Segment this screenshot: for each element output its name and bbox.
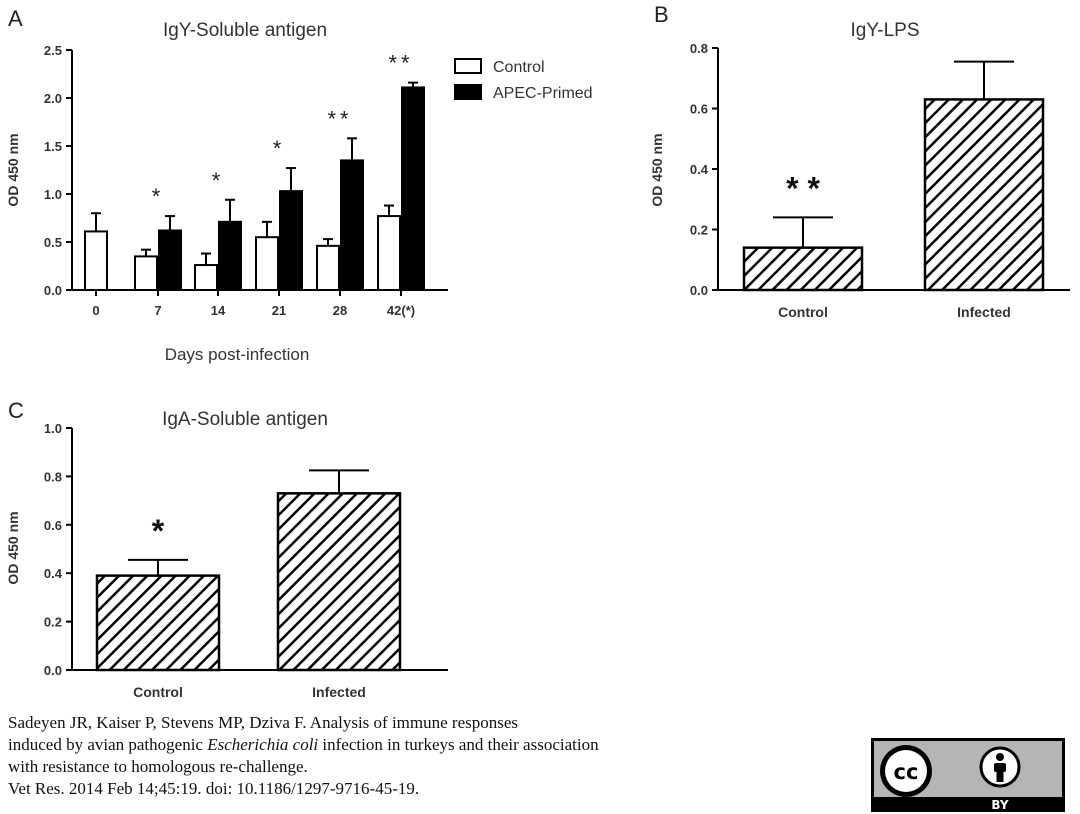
citation-species: Escherichia coli [207, 735, 319, 754]
by-label: BY [991, 798, 1008, 812]
hatched-bar [923, 98, 1045, 292]
y-axis-label: OD 450 nm [649, 133, 665, 206]
hatched-bar [276, 492, 402, 672]
y-axis-label: OD 450 nm [5, 133, 21, 206]
legend-label-control: Control [493, 59, 545, 76]
x-axis-label: Days post-infection [165, 345, 310, 364]
y-tick-label: 2.5 [44, 43, 62, 58]
hatched-bar [95, 574, 221, 672]
y-tick-label: 0.0 [44, 663, 62, 678]
citation-line-4: Vet Res. 2014 Feb 14;45:19. doi: 10.1186… [8, 779, 420, 798]
y-tick-label: 0.2 [44, 615, 62, 630]
figure: A IgY-Soluble antigen OD 450 nm 0.0 0.5 1.0 1.… [5, 2, 1070, 700]
x-tick-label: 21 [272, 303, 286, 318]
hatched-bar [742, 246, 864, 292]
y-tick-label: 0.6 [690, 102, 708, 117]
citation-line-2-start: induced by avian pathogenic [8, 735, 208, 754]
y-axis-label: OD 450 nm [5, 511, 21, 584]
significance-marker: ** [327, 106, 352, 131]
chart-title: IgA-Soluble antigen [162, 409, 328, 430]
primed-bar [340, 159, 364, 291]
primed-bar [401, 86, 425, 291]
y-tick-label: 1.5 [44, 139, 62, 154]
citation-line-2-end: infection in turkeys and their associati… [318, 735, 599, 754]
significance-marker: * [152, 513, 165, 549]
y-tick-label: 1.0 [44, 421, 62, 436]
creative-commons-icon: cc [880, 745, 932, 797]
x-tick-label: Control [778, 304, 828, 320]
y-tick-label: 0.2 [690, 223, 708, 238]
citation-line-2: induced by avian pathogenic Escherichia … [8, 734, 868, 756]
control-bar [255, 236, 279, 291]
panel-a: A IgY-Soluble antigen OD 450 nm 0.0 0.5 1.0 1.… [5, 6, 593, 364]
x-tick-label: 42(*) [387, 303, 415, 318]
control-bar [377, 215, 401, 291]
y-tick-label: 1.0 [44, 187, 62, 202]
cc-label: cc [894, 760, 919, 784]
citation-line-1: Sadeyen JR, Kaiser P, Stevens MP, Dziva … [8, 713, 519, 732]
y-tick-label: 0.6 [44, 518, 62, 533]
x-tick-label: 7 [154, 303, 161, 318]
panel-c: C IgA-Soluble antigen OD 450 nm 0.0 0.2 0.4 0.… [5, 398, 448, 700]
panel-b: B IgY-LPS OD 450 nm 0.0 0.2 0.4 0.6 0.8 Control *… [649, 2, 1070, 320]
primed-bar [279, 190, 303, 291]
y-tick-label: 0.0 [44, 283, 62, 298]
control-bar [84, 230, 108, 292]
primed-bar [158, 229, 182, 291]
citation-line-3: with resistance to homologous re-challen… [8, 757, 308, 776]
primed-bar [218, 220, 242, 291]
panel-letter: A [8, 6, 23, 31]
panel-letter: B [654, 2, 669, 27]
control-bar [316, 244, 340, 291]
significance-marker: * [212, 168, 225, 193]
significance-marker: ** [388, 51, 413, 76]
x-tick-label: Control [133, 684, 183, 700]
chart-title: IgY-Soluble antigen [163, 20, 327, 41]
cc-by-license-badge: cc BY [871, 738, 1065, 812]
x-tick-label: 28 [333, 303, 347, 318]
control-bar [194, 264, 218, 292]
control-bar [134, 255, 158, 291]
y-tick-label: 0.4 [690, 162, 709, 177]
y-tick-label: 0.8 [690, 41, 708, 56]
y-tick-label: 0.8 [44, 469, 62, 484]
legend: Control APEC-Primed [454, 58, 593, 102]
y-tick-label: 2.0 [44, 91, 62, 106]
x-tick-label: Infected [312, 684, 366, 700]
citation: Sadeyen JR, Kaiser P, Stevens MP, Dziva … [8, 712, 868, 800]
panel-letter: C [8, 398, 24, 423]
legend-label-primed: APEC-Primed [493, 85, 593, 102]
x-tick-label: Infected [957, 304, 1011, 320]
y-tick-label: 0.5 [44, 235, 62, 250]
chart-title: IgY-LPS [850, 20, 919, 41]
legend-swatch-primed [454, 84, 482, 100]
legend-swatch-control [454, 58, 482, 74]
x-tick-label: 14 [211, 303, 226, 318]
significance-marker: * [273, 136, 286, 161]
y-tick-label: 0.4 [44, 566, 63, 581]
attribution-person-icon [979, 746, 1021, 788]
y-tick-label: 0.0 [690, 283, 708, 298]
significance-marker: * [152, 184, 165, 209]
significance-marker: * * [786, 170, 820, 206]
x-tick-label: 0 [92, 303, 99, 318]
